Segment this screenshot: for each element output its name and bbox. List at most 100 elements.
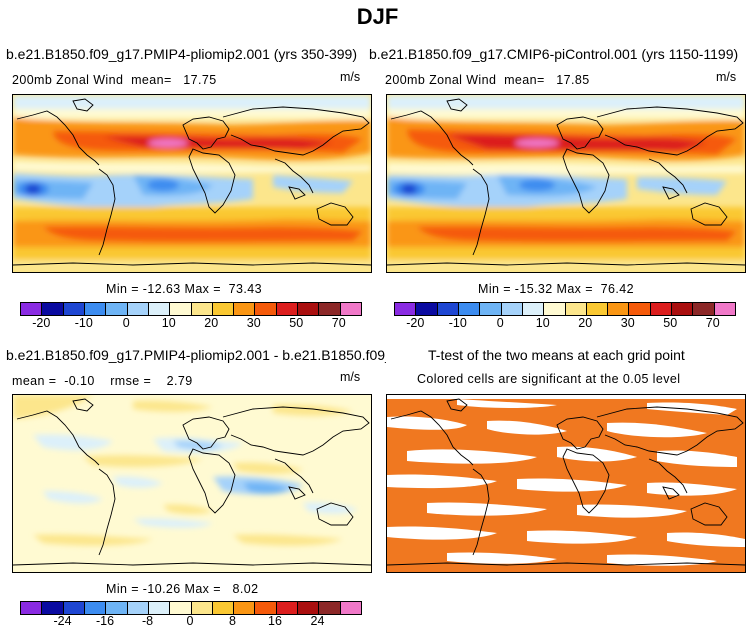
- colorbar-swatch: [480, 303, 502, 315]
- colorbar-swatch: [212, 303, 235, 315]
- colorbar-tick-label: 50: [663, 316, 678, 330]
- panel2-max: 76.42: [600, 282, 634, 296]
- colorbar-tick-label: 30: [620, 316, 635, 330]
- panel4-map: [386, 394, 746, 573]
- colorbar-swatch: [127, 602, 149, 614]
- colorbar-swatch: [629, 303, 651, 315]
- panel3-units: m/s: [340, 370, 361, 384]
- panel2-title: b.e21.B1850.f09_g17.CMIP6-piControl.001 …: [369, 46, 739, 62]
- colorbar-swatch: [501, 303, 523, 315]
- panel3-rmse: 2.79: [166, 374, 193, 388]
- colorbar-tick-label: -10: [74, 316, 93, 330]
- colorbar-swatch: [148, 303, 171, 315]
- colorbar-swatch: [255, 602, 277, 614]
- colorbar-swatch: [106, 602, 128, 614]
- panel4-significance-plot: [387, 395, 745, 572]
- panel2-colorbar: [394, 302, 736, 316]
- colorbar-swatch: [170, 602, 192, 614]
- colorbar-swatch: [395, 303, 417, 315]
- colorbar-swatch: [714, 303, 735, 315]
- colorbar-swatch: [42, 303, 64, 315]
- colorbar-tick-label: -8: [141, 614, 154, 628]
- panel3-min: -10.26: [142, 582, 181, 596]
- colorbar-tick-label: 24: [310, 614, 325, 628]
- panel2-mean: 17.85: [556, 73, 590, 87]
- colorbar-swatch: [127, 303, 149, 315]
- colorbar-swatch: [416, 303, 438, 315]
- colorbar-swatch: [234, 602, 256, 614]
- panel3-title: b.e21.B1850.f09_g17.PMIP4-pliomip2.001 -…: [6, 347, 386, 363]
- colorbar-swatch: [650, 303, 673, 315]
- page-title: DJF: [356, 4, 399, 29]
- panel1-stats: Min = -12.63 Max = 73.43: [106, 282, 262, 296]
- colorbar-swatch: [276, 602, 299, 614]
- panel1-map: [12, 94, 372, 273]
- panel3-coastlines: [13, 398, 371, 566]
- colorbar-tick-label: 70: [331, 316, 346, 330]
- colorbar-swatch: [255, 303, 277, 315]
- colorbar-swatch: [608, 303, 630, 315]
- panel2-variable-label: 200mb Zonal Wind mean= 17.85: [385, 73, 590, 87]
- panel1-variable-label: 200mb Zonal Wind mean= 17.75: [12, 73, 217, 87]
- colorbar-swatch: [672, 303, 694, 315]
- colorbar-swatch: [437, 303, 459, 315]
- colorbar-swatch: [191, 602, 213, 614]
- colorbar-tick-label: 16: [268, 614, 282, 628]
- colorbar-tick-label: 10: [161, 316, 176, 330]
- colorbar-swatch: [21, 303, 43, 315]
- colorbar-tick-label: 70: [705, 316, 720, 330]
- colorbar-swatch: [586, 303, 609, 315]
- panel3-stats: Min = -10.26 Max = 8.02: [106, 582, 258, 596]
- colorbar-tick-label: -20: [406, 316, 425, 330]
- panel2-field: 200mb Zonal Wind: [385, 73, 497, 87]
- colorbar-swatch: [42, 602, 64, 614]
- colorbar-tick-label: 20: [578, 316, 593, 330]
- colorbar-swatch: [21, 602, 43, 614]
- panel2-min: -15.32: [514, 282, 553, 296]
- panel2-coastlines: [387, 98, 745, 266]
- panel1-mean-label: mean=: [131, 73, 172, 87]
- colorbar-tick-label: -20: [32, 316, 51, 330]
- colorbar-swatch: [298, 602, 320, 614]
- panel2-stats: Min = -15.32 Max = 76.42: [478, 282, 634, 296]
- colorbar-swatch: [340, 602, 361, 614]
- panel3-stats-header: mean = -0.10 rmse = 2.79: [12, 374, 193, 388]
- colorbar-swatch: [565, 303, 587, 315]
- colorbar-swatch: [458, 303, 481, 315]
- colorbar-swatch: [276, 303, 299, 315]
- panel1-units: m/s: [340, 70, 361, 84]
- panel2-min-label: Min =: [478, 282, 511, 296]
- panel3-field-plot: [13, 395, 371, 572]
- colorbar-swatch: [191, 303, 213, 315]
- colorbar-tick-label: 30: [246, 316, 261, 330]
- colorbar-swatch: [106, 303, 128, 315]
- panel1-title: b.e21.B1850.f09_g17.PMIP4-pliomip2.001 (…: [6, 46, 357, 62]
- colorbar-swatch: [693, 303, 715, 315]
- panel3-max-label: Max =: [184, 582, 221, 596]
- colorbar-tick-label: 0: [186, 614, 194, 628]
- panel1-colorbar: [20, 302, 362, 316]
- colorbar-swatch: [522, 303, 545, 315]
- colorbar-tick-label: -24: [53, 614, 72, 628]
- colorbar-tick-label: 8: [229, 614, 236, 628]
- panel3-mean-label: mean =: [12, 374, 57, 388]
- panel3-min-label: Min =: [106, 582, 139, 596]
- panel2-mean-label: mean=: [504, 73, 545, 87]
- colorbar-swatch: [319, 602, 341, 614]
- colorbar-swatch: [148, 602, 171, 614]
- colorbar-swatch: [340, 303, 361, 315]
- colorbar-tick-label: -16: [95, 614, 115, 628]
- colorbar-swatch: [170, 303, 192, 315]
- panel1-field-plot: [13, 95, 371, 272]
- panel2-max-label: Max =: [556, 282, 593, 296]
- panel2-map: [386, 94, 746, 273]
- colorbar-tick-label: 10: [535, 316, 550, 330]
- colorbar-swatch: [63, 602, 85, 614]
- colorbar-swatch: [84, 602, 107, 614]
- colorbar-tick-label: 0: [122, 316, 130, 330]
- panel1-coastlines: [13, 98, 371, 266]
- colorbar-swatch: [63, 303, 85, 315]
- panel1-field: 200mb Zonal Wind: [12, 73, 124, 87]
- panel1-max: 73.43: [228, 282, 262, 296]
- colorbar-swatch: [298, 303, 320, 315]
